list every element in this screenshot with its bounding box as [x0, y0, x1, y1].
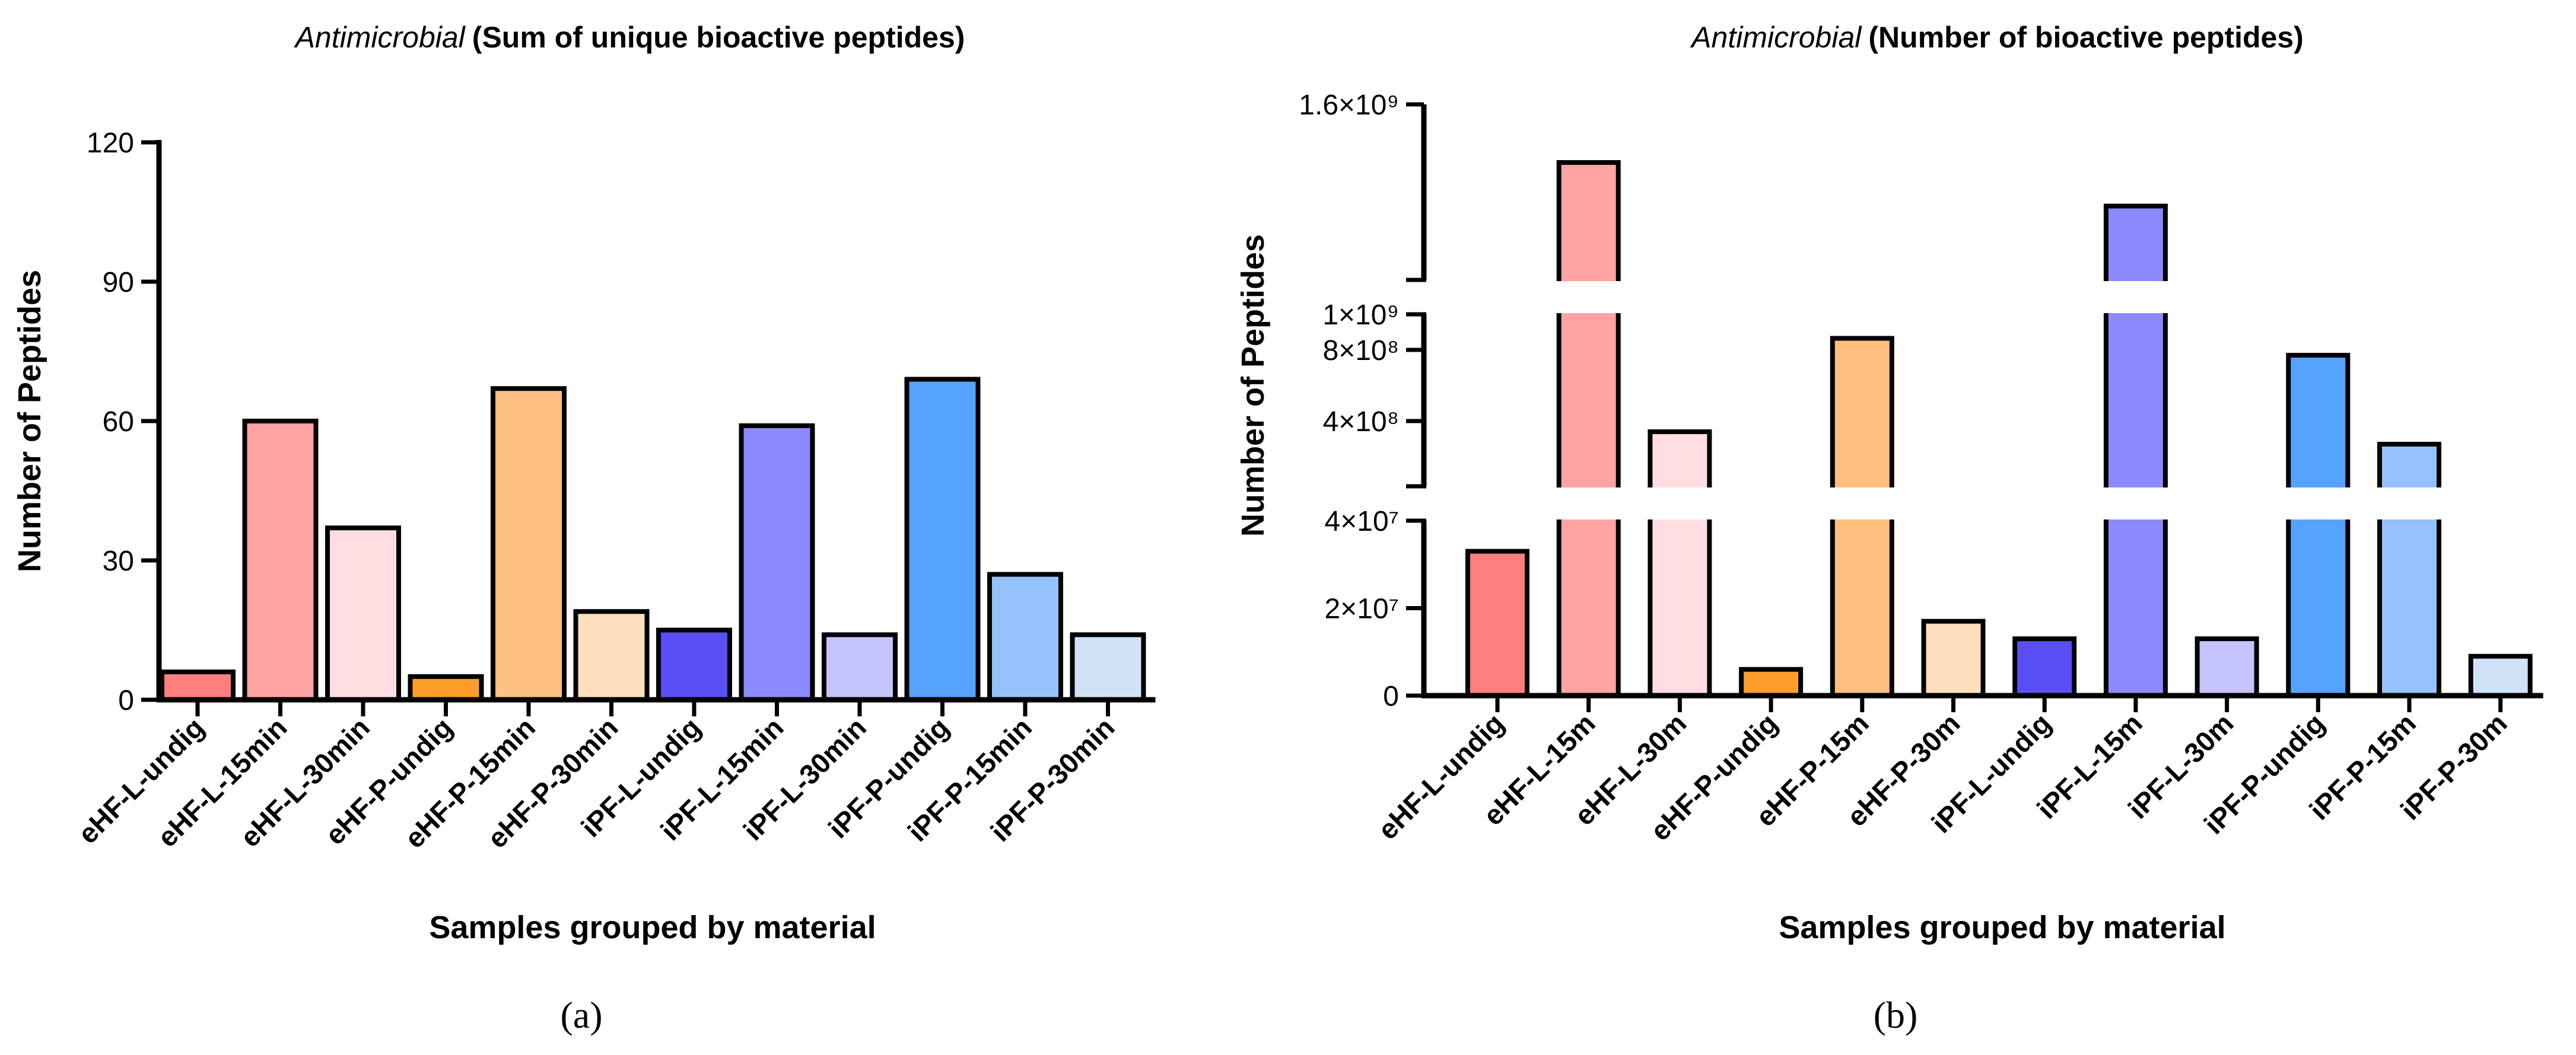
panel-a-bar-ipf-l-30min [822, 632, 898, 703]
panel-a-bar-ehf-p-undig [408, 674, 484, 703]
panel-b-y-ticks: 0 2×10⁷ 4×10⁷ 4×10⁸ 8×10⁸ 1×10⁹ 1.6×10⁹ [1299, 90, 1424, 712]
panel-b-bar-ipf-p-15m [2377, 442, 2441, 698]
panel-a-x-label: Samples grouped by material [429, 910, 876, 945]
panel-b-x-label: Samples grouped by material [1779, 910, 2225, 945]
panel-a-bar-ehf-l-15min [242, 419, 319, 702]
panel-b-bar-ipf-l-undig [2012, 636, 2077, 698]
panel-a-bar-ehf-l-30min [325, 525, 401, 703]
panel-b-y-tick-label: 1×10⁹ [1322, 299, 1399, 331]
panel-a-bar-ipf-l-undig [656, 627, 732, 702]
panel-a-caption: (a) [560, 994, 602, 1036]
panel-b-x-tick-label: eHF-L-undig [1372, 707, 1510, 846]
panel-b-y-tick-label: 8×10⁸ [1323, 335, 1399, 366]
panel-b-bar-ehf-l-30m [1648, 429, 1712, 698]
panel-a-bar-ipf-p-30min [1070, 632, 1146, 703]
panel-b-y-tick-label: 1.6×10⁹ [1299, 90, 1399, 121]
panel-b-x-ticks: eHF-L-undigeHF-L-15meHF-L-30meHF-P-undig… [1372, 696, 2513, 847]
panel-a-bar-ehf-p-30min [573, 609, 650, 702]
panel-b-bar-ipf-p-30m [2468, 654, 2533, 698]
panel-b-bar-break-gap [1554, 487, 1623, 519]
panel-b-caption: (b) [1874, 994, 1918, 1036]
panel-a-y-tick-label: 60 [103, 406, 134, 438]
panel-b-bar-break-gap [2375, 487, 2444, 519]
panel-a-y-label: Number of Peptides [12, 270, 47, 572]
panel-a-bar-ipf-p-15min [987, 572, 1063, 702]
panel-b-y-tick-label: 0 [1383, 681, 1399, 712]
panel-b-y-tick-label: 4×10⁸ [1323, 406, 1399, 438]
panel-b-bar-ehf-p-undig [1739, 667, 1804, 698]
panel-b-bar-break-gap [2101, 281, 2170, 313]
panel-b-chart: Antimicrobial (Number of bioactive peptid… [1235, 21, 2543, 1036]
panel-b-bar-break-gap [1827, 487, 1897, 519]
panel-b-bar-break-gap [2284, 487, 2353, 519]
panel-a-title-bold: (Sum of unique bioactive peptides) [472, 21, 965, 54]
panel-b-bar-ipf-l-30m [2195, 636, 2259, 698]
panel-a-x-ticks: eHF-L-undigeHF-L-15mineHF-L-30mineHF-P-u… [72, 700, 1121, 854]
panel-b-bar-break-gap [2101, 487, 2170, 519]
panel-b-title: Antimicrobial (Number of bioactive peptid… [1690, 21, 2304, 54]
panel-b-bar-ipf-p-undig [2286, 353, 2351, 698]
panel-a-chart: Antimicrobial (Sum of unique bioactive pe… [12, 21, 1156, 1036]
panel-a-bar-ehf-l-undig [160, 670, 236, 702]
panel-b-bar-ehf-l-15m [1556, 160, 1621, 698]
panel-a-bar-ipf-l-15min [739, 423, 815, 702]
panel-a-y-tick-label: 90 [103, 267, 134, 298]
panel-b-bar-ipf-l-15m [2103, 203, 2168, 698]
panel-a-bar-ehf-p-15min [491, 386, 567, 702]
panel-b-y-tick-label: 4×10⁷ [1325, 506, 1399, 537]
panel-b-axis-breaks [1554, 281, 2444, 519]
panel-b-bar-break-gap [1554, 281, 1623, 313]
panel-b-bar-break-gap [1645, 487, 1715, 519]
panel-a-y-tick-label: 0 [118, 685, 134, 716]
panel-b-y-tick-label: 2×10⁷ [1325, 594, 1399, 625]
panel-b-title-italic: Antimicrobial [1690, 21, 1862, 54]
panel-a-bar-ipf-p-undig [904, 377, 981, 702]
panel-b-title-bold: (Number of bioactive peptides) [1868, 21, 2303, 54]
panel-a-y-ticks: 0 30 60 90 120 [87, 128, 159, 716]
panel-a-y-tick-label: 120 [87, 128, 134, 159]
panel-b-bars [1465, 160, 2533, 698]
panel-a-bars [160, 377, 1146, 703]
panel-a-y-tick-label: 30 [103, 546, 134, 577]
panel-b-y-label: Number of Peptides [1235, 234, 1271, 537]
panel-b-bar-ehf-p-30m [1921, 619, 1986, 698]
panel-a-title-italic: Antimicrobial [294, 21, 466, 54]
panel-b-bar-ehf-l-undig [1465, 549, 1529, 698]
panel-a-title: Antimicrobial (Sum of unique bioactive pe… [294, 21, 965, 54]
